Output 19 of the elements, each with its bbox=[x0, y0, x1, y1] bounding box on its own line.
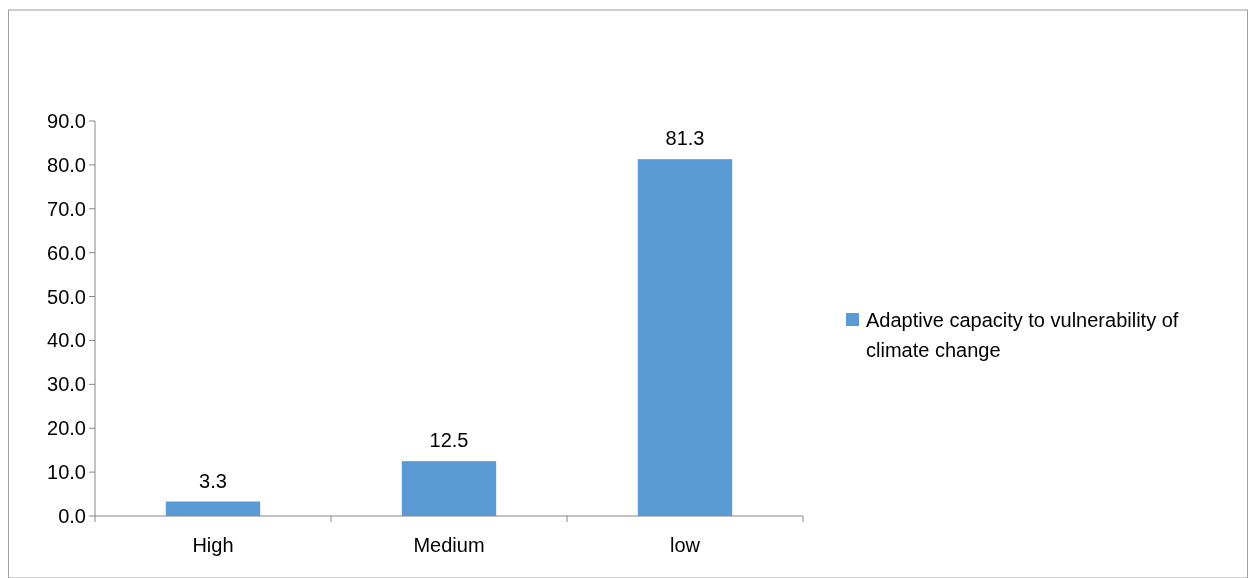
data-label: 12.5 bbox=[429, 429, 469, 452]
y-tick-label: 20.0 bbox=[47, 417, 86, 440]
y-tick-label: 80.0 bbox=[47, 153, 86, 176]
y-tick-label: 50.0 bbox=[47, 285, 86, 308]
y-tick-label: 10.0 bbox=[47, 461, 86, 484]
data-label: 3.3 bbox=[199, 469, 227, 492]
y-tick-label: 0.0 bbox=[58, 505, 86, 527]
bar bbox=[637, 159, 733, 516]
x-tick-label: low bbox=[669, 534, 701, 556]
y-tick-label: 60.0 bbox=[47, 241, 86, 264]
legend-label: Adaptive capacity to vulnerability of climate change bbox=[866, 309, 1179, 361]
x-tick-label: High bbox=[192, 534, 234, 556]
y-tick-label: 90.0 bbox=[47, 110, 86, 132]
y-tick-label: 40.0 bbox=[47, 329, 86, 352]
bar bbox=[401, 461, 497, 516]
y-tick-label: 70.0 bbox=[47, 197, 86, 220]
x-tick-label: Medium bbox=[413, 534, 485, 556]
data-label: 81.3 bbox=[665, 127, 705, 150]
y-tick-label: 30.0 bbox=[47, 373, 86, 396]
